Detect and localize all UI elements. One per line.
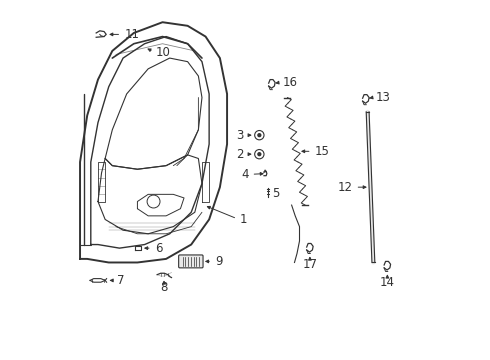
Text: 4: 4 — [241, 168, 248, 181]
Circle shape — [258, 153, 261, 156]
Text: 14: 14 — [380, 276, 395, 289]
Text: 12: 12 — [338, 181, 353, 194]
Text: 3: 3 — [237, 129, 244, 142]
Text: 6: 6 — [155, 242, 162, 255]
Text: 2: 2 — [236, 148, 244, 161]
Text: 13: 13 — [375, 91, 391, 104]
Text: 11: 11 — [125, 28, 140, 41]
Text: 9: 9 — [215, 255, 222, 268]
Circle shape — [258, 134, 261, 136]
Text: 7: 7 — [117, 274, 124, 287]
Text: 15: 15 — [315, 145, 329, 158]
FancyBboxPatch shape — [179, 255, 203, 268]
Text: 8: 8 — [160, 281, 167, 294]
Text: 16: 16 — [283, 76, 298, 89]
Text: 17: 17 — [302, 258, 318, 271]
Text: 1: 1 — [240, 213, 247, 226]
Text: 5: 5 — [272, 187, 280, 200]
Text: 10: 10 — [156, 46, 171, 59]
